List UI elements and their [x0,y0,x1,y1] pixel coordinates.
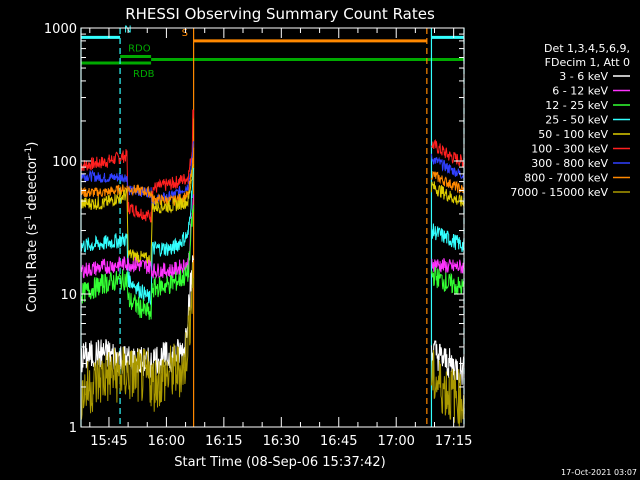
legend-entry-label: 3 - 6 keV [559,70,608,83]
y-label-text: ) [25,142,40,147]
flag-label-s: S [182,28,188,39]
x-axis-label: Start Time (08-Sep-06 15:37:42) [174,455,385,470]
series-line-0 [431,139,465,168]
legend-entry-label: 12 - 25 keV [545,99,608,112]
y-axis: 1 10 100 1000 [44,22,464,436]
legend-entry-label: 25 - 50 keV [545,114,608,127]
series-line-8 [430,349,465,427]
legend-header: FDecim 1, Att 0 [545,56,630,69]
chart-title: RHESSI Observing Summary Count Rates [125,5,435,23]
x-tick-label: 17:15 [435,434,472,449]
series-line-8 [80,262,195,420]
y-axis-label: Count Rate (s-1 detector-1) [24,142,40,313]
series-line-5 [431,258,465,274]
legend-entry-label: 50 - 100 keV [538,128,608,141]
legend: Det 1,3,4,5,6,9,FDecim 1, Att 03 - 6 keV… [510,42,630,199]
y-label-superscript: -1 [24,215,34,224]
series-line-2 [430,170,465,195]
y-tick-label: 1 [69,421,77,436]
x-tick-label: 16:00 [148,434,185,449]
series-line-5 [80,194,195,280]
x-axis: 15:45 16:00 16:15 16:30 16:45 17:00 17:15 [89,28,472,449]
plot-frame [80,27,465,428]
series-line-6 [430,266,465,295]
x-tick-label: 17:00 [377,434,414,449]
series-line-3 [80,164,195,266]
legend-entry-label: 100 - 300 keV [531,143,608,156]
legend-header: Det 1,3,4,5,6,9, [544,42,630,55]
x-tick-label: 16:45 [320,434,357,449]
series-line-6 [80,204,195,320]
y-label-superscript: -1 [24,147,34,156]
y-tick-label: 10 [60,288,77,303]
x-tick-label: 16:30 [263,434,300,449]
flags-layer: NRDORDBS [81,24,464,80]
flag-label-rdb: RDB [133,69,155,80]
series-line-3 [430,181,465,209]
footer-timestamp: 17-Oct-2021 03:07 [561,468,637,477]
series-layer [80,109,465,427]
series-line-4 [80,167,195,307]
legend-entry-label: 800 - 7000 keV [524,172,608,185]
legend-entry-label: 7000 - 15000 keV [510,186,608,199]
x-tick-label: 15:45 [90,434,127,449]
x-tick-label: 16:15 [205,434,242,449]
series-line-1 [430,153,465,181]
series-line-4 [431,223,465,253]
y-tick-label: 1000 [44,22,77,37]
y-tick-label: 100 [52,155,77,170]
legend-entry-label: 300 - 800 keV [531,157,608,170]
y-label-text: detector [25,155,40,215]
legend-entry-label: 6 - 12 keV [552,85,608,98]
series-line-0 [80,109,195,223]
flag-label-rdo: RDO [128,44,151,55]
y-label-text: Count Rate (s [25,224,40,313]
